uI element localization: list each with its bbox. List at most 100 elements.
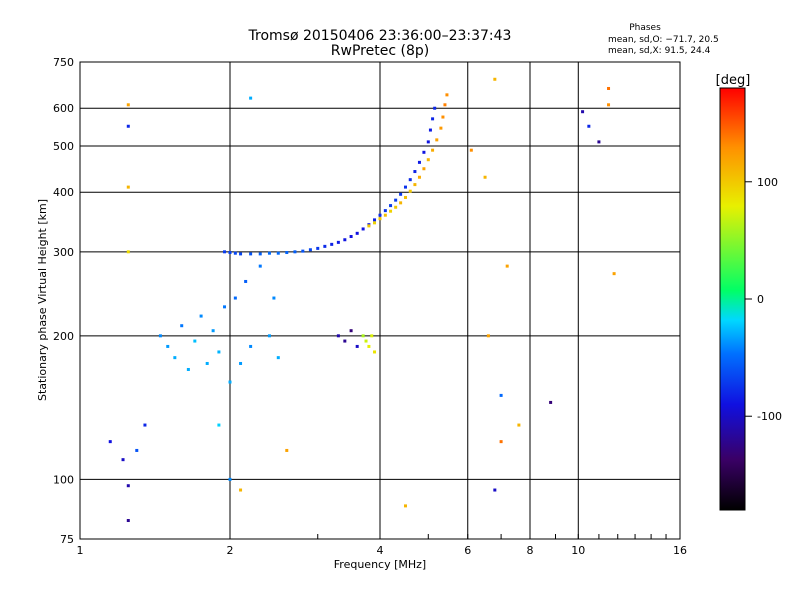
data-point <box>285 251 289 255</box>
data-point <box>233 251 237 255</box>
data-point <box>486 334 490 338</box>
data-point <box>403 504 407 508</box>
data-point <box>483 175 487 179</box>
data-point <box>336 334 340 338</box>
data-point <box>422 167 426 171</box>
data-point <box>293 250 297 254</box>
data-point <box>370 334 374 338</box>
data-point <box>413 170 417 174</box>
x-tick-label: 8 <box>527 544 534 557</box>
colorbar-tick-label: -100 <box>757 410 782 423</box>
data-point <box>445 93 449 97</box>
y-tick-label: 600 <box>53 102 74 115</box>
data-point <box>355 231 359 235</box>
data-point <box>308 248 312 252</box>
data-point <box>223 305 227 309</box>
data-point <box>367 344 371 348</box>
data-point <box>433 106 437 110</box>
y-tick-label: 750 <box>53 56 74 69</box>
data-point <box>258 252 262 256</box>
data-point <box>587 124 591 128</box>
data-point <box>126 185 130 189</box>
data-point <box>441 115 445 119</box>
x-tick-label: 2 <box>227 544 234 557</box>
data-point <box>431 117 435 121</box>
data-point <box>426 158 430 162</box>
data-point <box>408 178 412 182</box>
data-point <box>581 110 585 114</box>
data-point <box>343 238 347 242</box>
data-point <box>276 251 280 255</box>
y-tick-label: 200 <box>53 330 74 343</box>
data-point <box>316 246 320 250</box>
data-point <box>249 344 253 348</box>
data-point <box>108 440 112 444</box>
y-tick-label: 500 <box>53 140 74 153</box>
data-point <box>549 400 553 404</box>
data-point <box>249 96 253 100</box>
y-tick-label: 100 <box>53 473 74 486</box>
x-tick-label: 10 <box>571 544 585 557</box>
data-point <box>493 77 497 81</box>
data-point <box>499 440 503 444</box>
y-tick-label: 300 <box>53 246 74 259</box>
data-point <box>417 175 421 179</box>
data-point <box>426 140 430 144</box>
data-point <box>217 423 221 427</box>
data-point <box>373 350 377 354</box>
y-axis-label: Stationary phase Virtual Height [km] <box>36 199 49 401</box>
stats-heading: Phases <box>629 23 661 33</box>
y-axis-ticks: 75 100 200 300 400 500 600 750 <box>53 56 74 546</box>
chart-subtitle: RwPretec (8p) <box>331 43 429 59</box>
data-point <box>267 251 271 255</box>
data-point <box>399 201 403 205</box>
data-point <box>394 205 398 209</box>
data-point <box>383 213 387 217</box>
data-point <box>469 148 473 152</box>
data-point <box>276 356 280 360</box>
data-point <box>408 189 412 193</box>
data-point <box>143 423 147 427</box>
data-point <box>361 334 365 338</box>
x-tick-label: 6 <box>464 544 471 557</box>
data-point <box>413 183 417 187</box>
data-point <box>435 138 439 142</box>
data-point <box>239 252 243 256</box>
data-point <box>249 252 253 256</box>
data-point <box>186 367 190 371</box>
data-point <box>301 249 305 253</box>
data-point <box>378 217 382 221</box>
data-point <box>349 235 353 239</box>
data-point <box>439 126 443 130</box>
data-point <box>403 195 407 199</box>
x-tick-label: 16 <box>673 544 687 557</box>
data-point <box>239 488 243 492</box>
data-point <box>228 380 232 384</box>
data-point <box>126 124 130 128</box>
chart-title: Tromsø 20150406 23:36:00–23:37:43 <box>248 28 512 44</box>
x-tick-label: 1 <box>77 544 84 557</box>
data-point <box>383 209 387 213</box>
data-point <box>336 240 340 244</box>
data-point <box>394 198 398 202</box>
data-point <box>272 296 276 300</box>
data-point <box>499 393 503 397</box>
grid-lines <box>80 62 680 539</box>
data-point <box>431 148 435 152</box>
data-point <box>355 344 359 348</box>
data-point <box>607 103 611 107</box>
data-point <box>361 227 365 231</box>
data-point <box>389 209 393 213</box>
data-point <box>612 272 616 276</box>
data-point <box>199 314 203 318</box>
data-point <box>166 344 170 348</box>
data-point <box>205 361 209 365</box>
data-point <box>180 324 184 328</box>
y-tick-label: 400 <box>53 186 74 199</box>
data-point <box>158 334 162 338</box>
data-point <box>493 488 497 492</box>
data-point <box>285 448 289 452</box>
data-point <box>403 185 407 189</box>
data-point <box>417 160 421 164</box>
